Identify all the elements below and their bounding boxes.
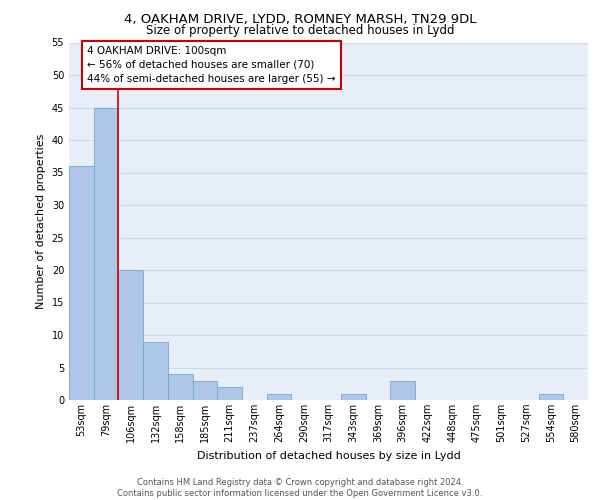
Y-axis label: Number of detached properties: Number of detached properties: [36, 134, 46, 309]
Bar: [390, 380, 415, 400]
X-axis label: Distribution of detached houses by size in Lydd: Distribution of detached houses by size …: [197, 450, 460, 460]
Bar: [143, 342, 168, 400]
Text: Size of property relative to detached houses in Lydd: Size of property relative to detached ho…: [146, 24, 454, 37]
Bar: [217, 387, 242, 400]
Bar: [341, 394, 365, 400]
Bar: [539, 394, 563, 400]
Bar: [168, 374, 193, 400]
Text: Contains HM Land Registry data © Crown copyright and database right 2024.
Contai: Contains HM Land Registry data © Crown c…: [118, 478, 482, 498]
Bar: [118, 270, 143, 400]
Bar: [69, 166, 94, 400]
Bar: [94, 108, 118, 400]
Text: 4, OAKHAM DRIVE, LYDD, ROMNEY MARSH, TN29 9DL: 4, OAKHAM DRIVE, LYDD, ROMNEY MARSH, TN2…: [124, 12, 476, 26]
Bar: [193, 380, 217, 400]
Text: 4 OAKHAM DRIVE: 100sqm
← 56% of detached houses are smaller (70)
44% of semi-det: 4 OAKHAM DRIVE: 100sqm ← 56% of detached…: [87, 46, 335, 84]
Bar: [267, 394, 292, 400]
